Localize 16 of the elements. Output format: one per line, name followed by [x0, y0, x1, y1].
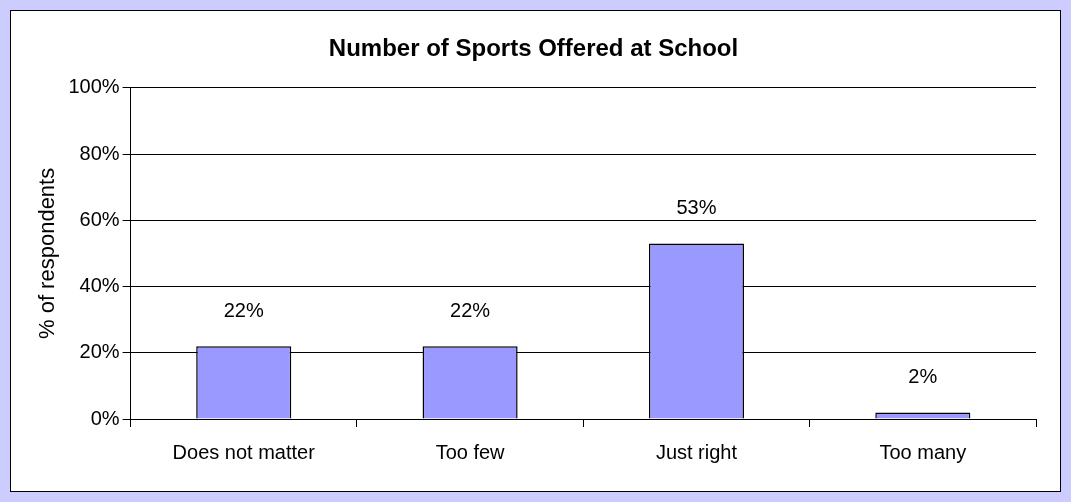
y-tick-label: 0% — [90, 406, 120, 429]
x-tick-label: Does not matter — [172, 440, 316, 463]
chart-title: Number of Sports Offered at School — [328, 34, 739, 62]
y-tick-label: 20% — [79, 340, 120, 363]
x-tick-label: Just right — [655, 440, 738, 463]
y-tick-label: 60% — [79, 207, 120, 230]
x-tick-label: Too few — [435, 440, 506, 463]
y-tick-label: 40% — [79, 274, 120, 297]
y-tick-label: 100% — [68, 75, 120, 98]
y-axis-title: % of respondents — [34, 167, 60, 340]
y-tick-label: 80% — [79, 141, 120, 164]
x-tick-label: Too many — [879, 440, 967, 463]
data-label: 2% — [908, 364, 938, 387]
data-label: 22% — [223, 298, 264, 321]
data-label: 22% — [450, 298, 491, 321]
data-label: 53% — [676, 195, 717, 218]
